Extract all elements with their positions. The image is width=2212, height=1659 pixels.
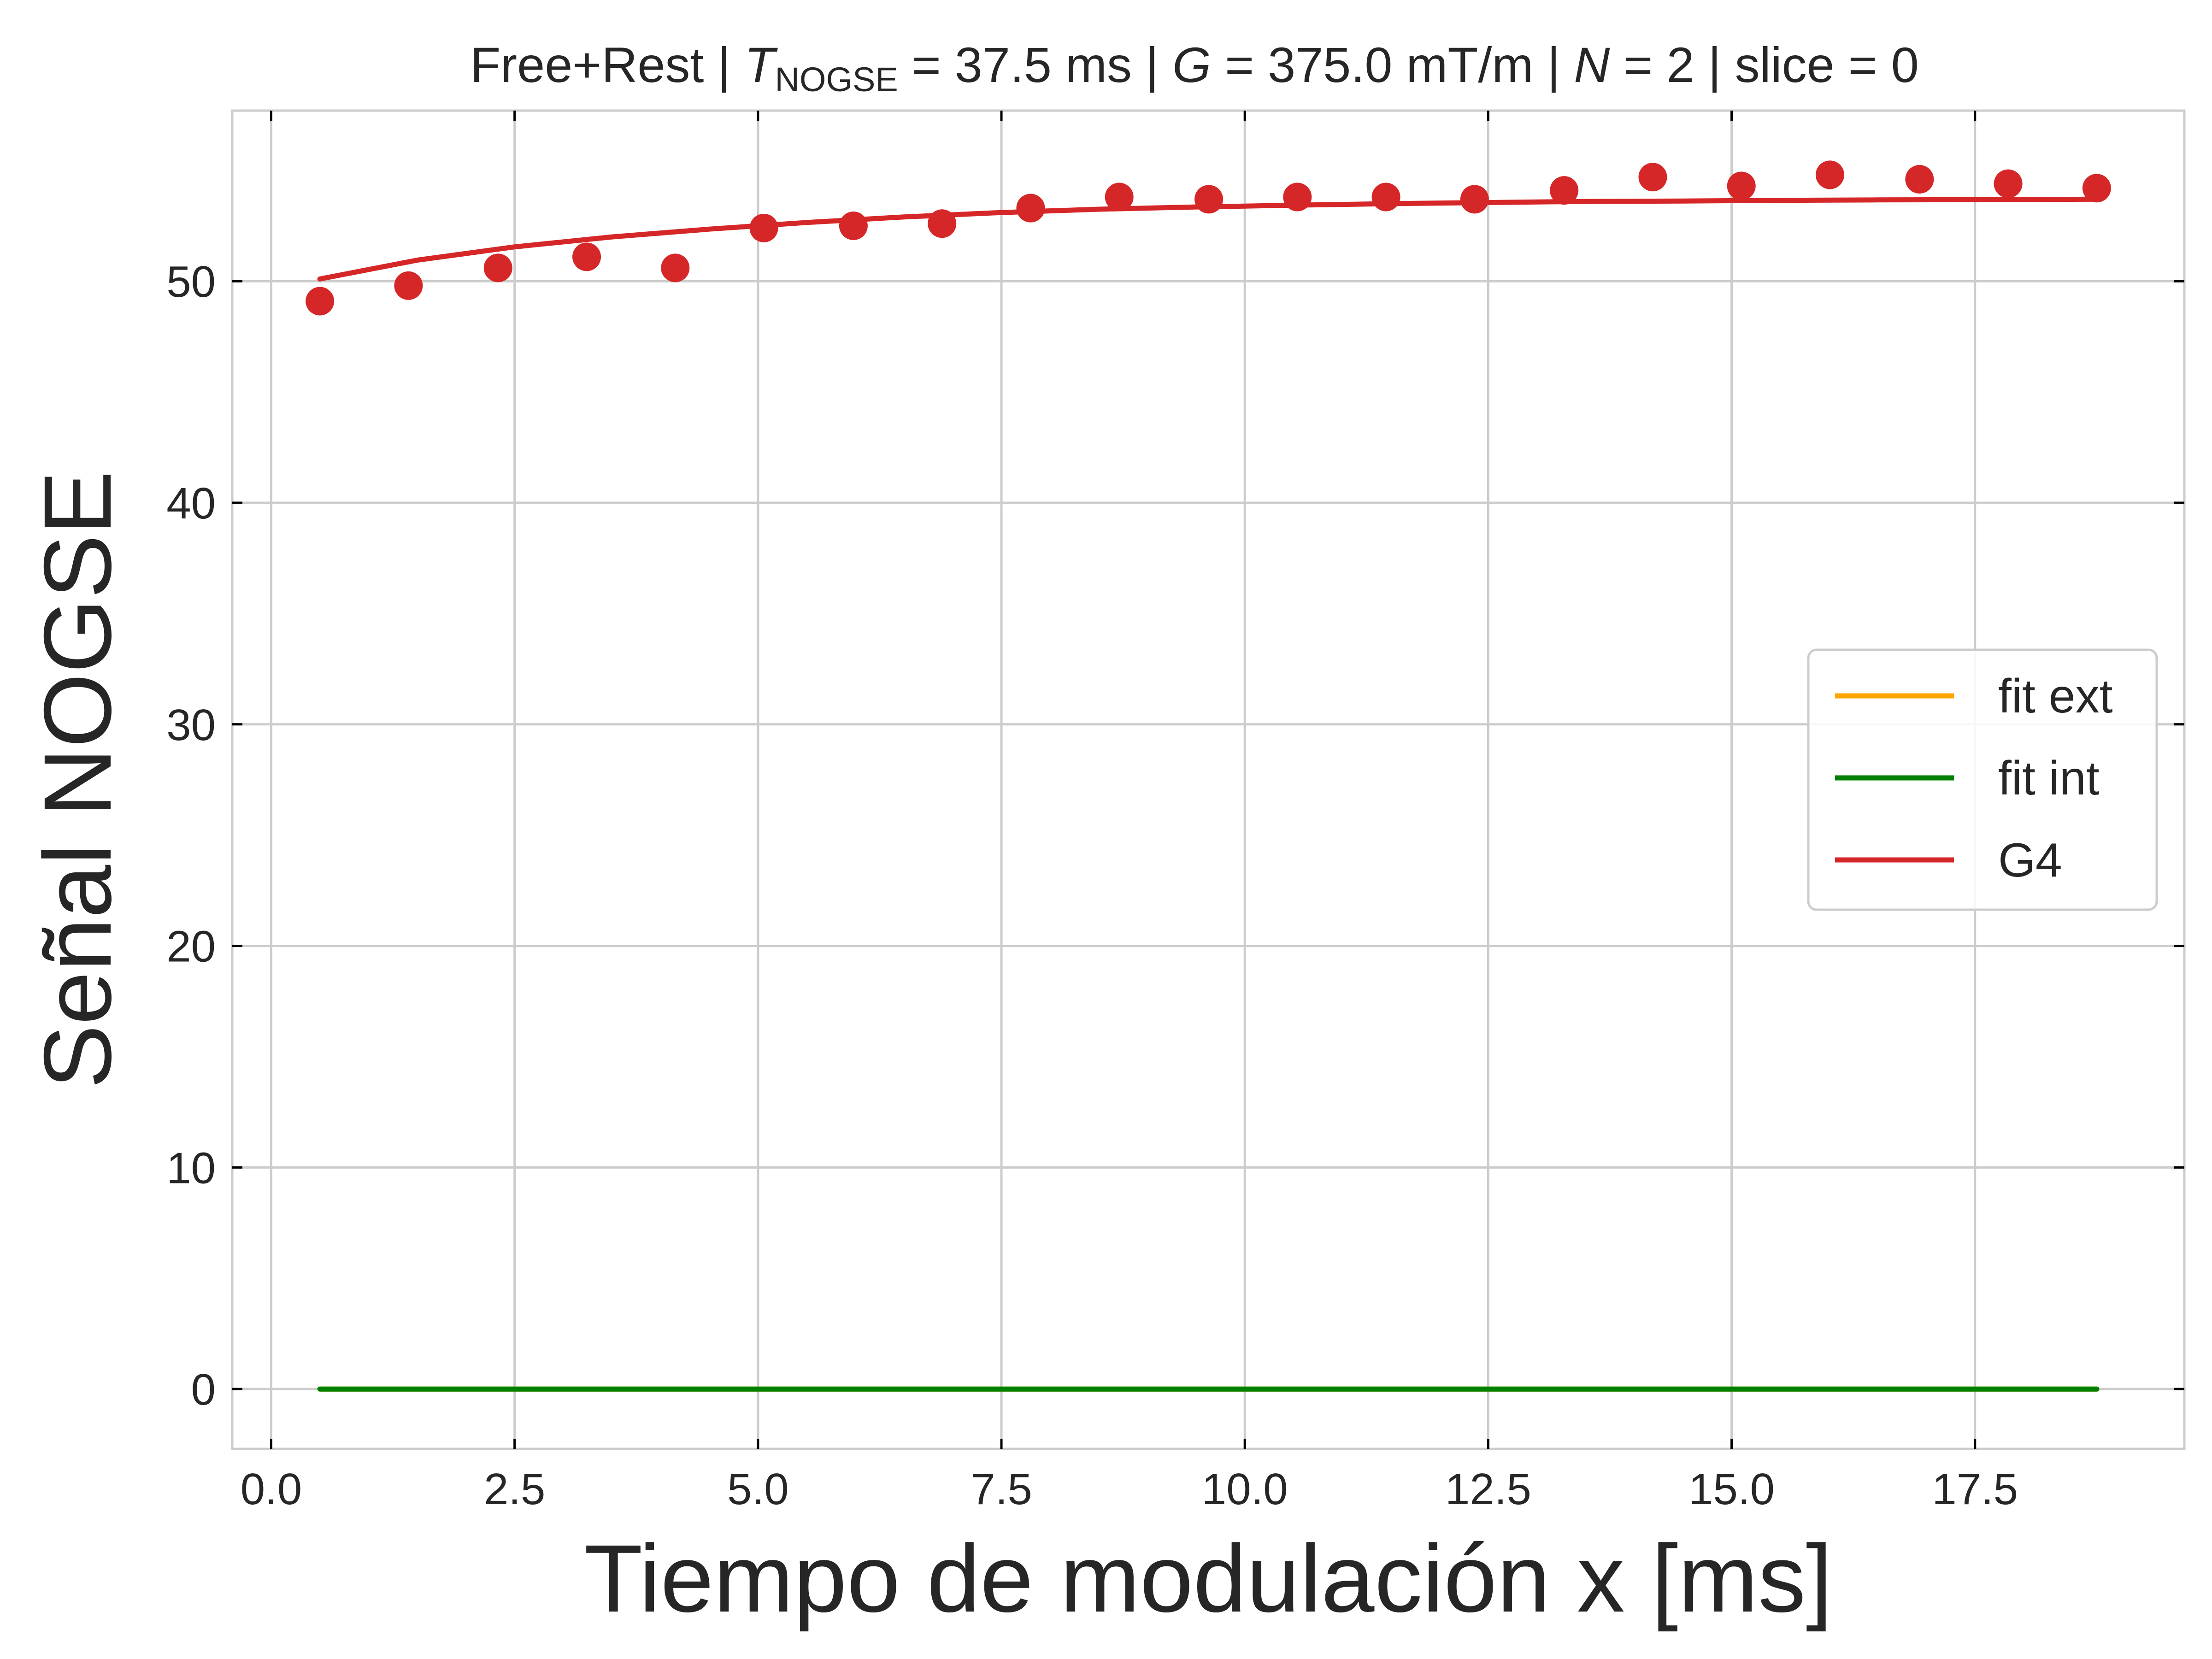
- data-point: [1727, 171, 1756, 200]
- tick-labels: 0.0 2.5 5.0 7.5 10.0 12.5 15.0 17.5 0 10 20 30 40 50: [166, 257, 2018, 1514]
- x-tick-label: 2.5: [484, 1465, 545, 1514]
- legend-box: [1807, 648, 2158, 911]
- data-point: [661, 253, 690, 282]
- data-point: [1550, 176, 1579, 205]
- data-point: [306, 287, 335, 316]
- data-point: [1283, 182, 1312, 212]
- x-tick-label: 17.5: [1932, 1465, 2018, 1514]
- legend-label: fit ext: [1998, 670, 2113, 723]
- data-point: [928, 209, 957, 238]
- legend-label: G4: [1998, 834, 2062, 887]
- chart-title: Free+Rest | TNOGSE = 37.5 ms | G = 375.0…: [470, 37, 1919, 99]
- y-tick-label: 40: [166, 479, 216, 528]
- y-axis-label: Señal NOGSE: [24, 471, 131, 1088]
- y-tick-label: 10: [166, 1143, 216, 1193]
- data-point: [2082, 174, 2111, 203]
- data-point: [1815, 160, 1844, 189]
- data-point: [394, 271, 423, 300]
- x-tick-label: 7.5: [971, 1465, 1032, 1514]
- x-tick-label: 12.5: [1445, 1465, 1531, 1514]
- x-axis-label: Tiempo de modulación x [ms]: [584, 1525, 1833, 1632]
- series-layer: [306, 160, 2111, 1392]
- data-point: [839, 212, 868, 241]
- data-point: [1105, 182, 1134, 212]
- data-point: [1994, 169, 2023, 198]
- y-tick-label: 0: [191, 1365, 216, 1414]
- legend-label: fit int: [1998, 752, 2100, 805]
- series-line-g4: [317, 196, 2100, 282]
- data-point: [483, 253, 512, 282]
- plot-frame: [231, 109, 2186, 1450]
- data-point: [1638, 163, 1667, 192]
- x-tick-label: 0.0: [241, 1465, 302, 1514]
- data-point: [1016, 194, 1045, 223]
- data-point: [1460, 185, 1489, 214]
- x-tick-label: 5.0: [727, 1465, 788, 1514]
- x-tick-label: 10.0: [1202, 1465, 1288, 1514]
- data-point: [1194, 185, 1224, 214]
- data-point: [1371, 182, 1400, 212]
- legend: fit ext fit int G4: [1807, 648, 2158, 911]
- data-point: [1905, 165, 1934, 194]
- data-point: [572, 242, 601, 271]
- x-tick-label: 15.0: [1688, 1465, 1775, 1514]
- axis-ticks: [232, 111, 2184, 1449]
- data-point: [749, 213, 778, 242]
- y-tick-label: 50: [166, 257, 216, 306]
- y-tick-label: 30: [166, 700, 216, 750]
- y-tick-label: 20: [166, 922, 216, 971]
